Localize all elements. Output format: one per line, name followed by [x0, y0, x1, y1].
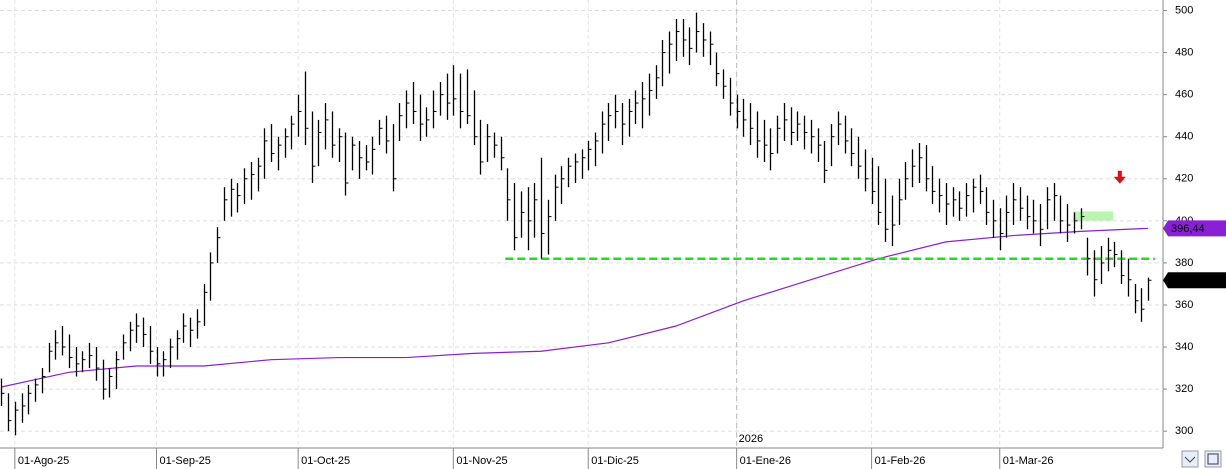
moving-average: [1, 227, 1149, 388]
x-tick-label: 01-Dic-25: [591, 455, 639, 467]
save-icon: [1207, 453, 1219, 465]
price-tag-box: [1163, 272, 1226, 289]
x-tick-label: 01-Ago-25: [18, 455, 69, 467]
price-tag-label: 396,44: [1171, 223, 1205, 235]
y-tick-label: 460: [1175, 89, 1193, 101]
y-tick-label: 300: [1175, 425, 1193, 437]
y-tick-label: 320: [1175, 383, 1193, 395]
y-tick-label: 360: [1175, 299, 1193, 311]
x-tick-label: 01-Sep-25: [160, 455, 211, 467]
y-tick-label: 340: [1175, 341, 1193, 353]
x-tick-label: 01-Oct-25: [301, 455, 350, 467]
scroll-button[interactable]: [1181, 450, 1199, 468]
x-tick-label: 01-Mar-26: [1003, 455, 1054, 467]
arrow: [1113, 170, 1126, 184]
x-tick-label: 01-Feb-26: [875, 455, 926, 467]
y-tick-label: 500: [1175, 4, 1193, 16]
scroll-icon: [1184, 456, 1196, 463]
price-tag-label: 371,75: [1171, 275, 1205, 287]
save-button[interactable]: [1204, 450, 1222, 468]
year-label: 2026: [739, 433, 763, 445]
price-tag-box: [1163, 220, 1226, 237]
y-tick-label: 380: [1175, 257, 1193, 269]
y-tick-label: 440: [1175, 131, 1193, 143]
x-tick-label: 01-Nov-25: [456, 455, 507, 467]
y-tick-label: 480: [1175, 46, 1193, 58]
zone: [1073, 211, 1114, 221]
x-tick-label: 01-Ene-26: [740, 455, 791, 467]
y-tick-label: 420: [1175, 173, 1193, 185]
